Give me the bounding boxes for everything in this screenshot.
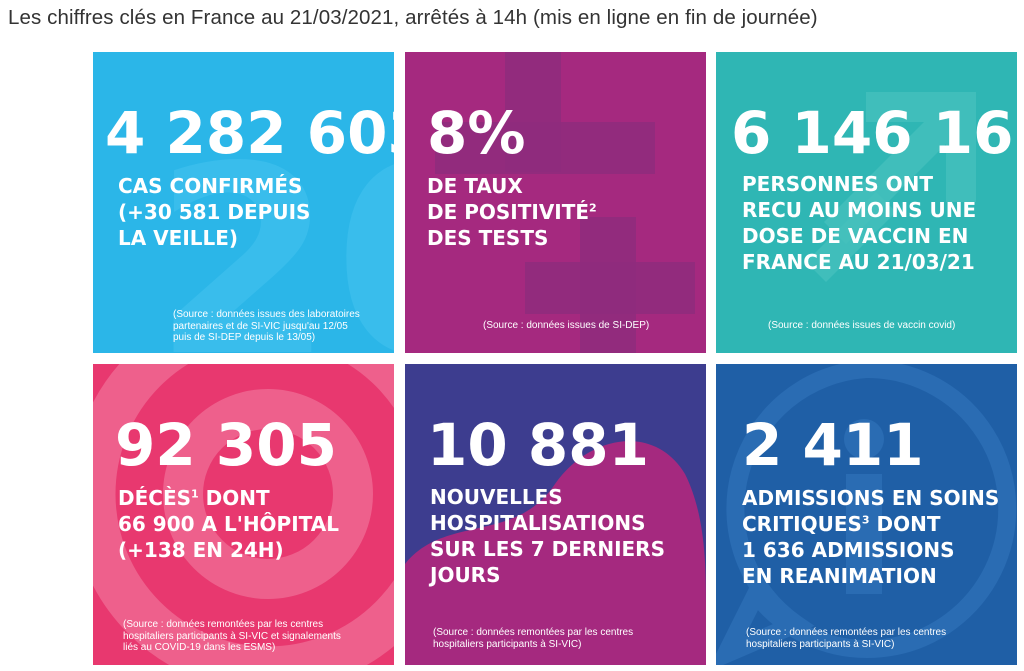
hospitalisations-value: 10 881 — [427, 411, 649, 479]
tile-critical-care: 2 411 ADMISSIONS EN SOINS CRITIQUES3 DON… — [716, 364, 1017, 665]
deaths-line-1-suffix: DONT — [198, 486, 270, 510]
critical-care-line-4: EN REANIMATION — [742, 564, 937, 588]
svg-text:20: 20 — [153, 112, 394, 353]
tile-deaths: 92 305 DÉCÈS1 DONT 66 900 A L'HÔPITAL (+… — [93, 364, 394, 665]
critical-care-line-1: ADMISSIONS EN SOINS — [742, 486, 1000, 510]
tile-vaccination: 6 146 162 PERSONNES ONT RECU AU MOINS UN… — [716, 52, 1017, 353]
positivity-line-1: DE TAUX — [427, 174, 523, 198]
positivity-rate-value: 8% — [427, 99, 526, 167]
confirmed-cases-value: 4 282 603 — [105, 99, 394, 167]
positivity-line-2-text: DE POSITIVITÉ — [427, 200, 590, 224]
vaccination-value: 6 146 162 — [731, 99, 1017, 167]
confirmed-cases-source: (Source : données issues des laboratoire… — [173, 309, 360, 343]
tile-background — [93, 364, 394, 665]
deaths-line-1-text: DÉCÈS — [118, 486, 192, 510]
critical-care-line-2-text: CRITIQUES — [742, 512, 862, 536]
footnote-2: 2 — [589, 201, 597, 215]
footnote-3: 3 — [861, 513, 870, 527]
critical-care-source: (Source : données remontées par les cent… — [746, 627, 947, 650]
positivity-rate-label: DE TAUX DE POSITIVITÉ2 DES TESTS — [427, 173, 597, 251]
critical-care-line-3: 1 636 ADMISSIONS — [742, 538, 955, 562]
tile-background — [405, 364, 706, 665]
hospitalisations-label: NOUVELLES HOSPITALISATIONS SUR LES 7 DER… — [430, 485, 665, 587]
critical-care-line-2-suffix: DONT — [869, 512, 941, 536]
deaths-line-3: (+138 EN 24H) — [118, 538, 284, 562]
positivity-line-2: DE POSITIVITÉ2 — [427, 199, 597, 225]
tile-confirmed-cases: 20 4 282 603 CAS CONFIRMÉS (+30 581 DEPU… — [93, 52, 394, 353]
deaths-value: 92 305 — [115, 411, 337, 479]
critical-care-line-2: CRITIQUES3 DONT — [742, 511, 999, 537]
deaths-label: DÉCÈS1 DONT 66 900 A L'HÔPITAL (+138 EN … — [118, 485, 339, 563]
confirmed-cases-label: CAS CONFIRMÉS (+30 581 DEPUIS LA VEILLE) — [118, 174, 311, 250]
deaths-line-2: 66 900 A L'HÔPITAL — [118, 512, 339, 536]
deaths-source: (Source : données remontées par les cent… — [123, 619, 341, 653]
tile-background — [716, 52, 1017, 353]
vaccination-source: (Source : données issues de vaccin covid… — [768, 320, 956, 331]
page-title: Les chiffres clés en France au 21/03/202… — [8, 6, 818, 29]
critical-care-value: 2 411 — [742, 411, 924, 479]
deaths-line-1: DÉCÈS1 DONT — [118, 485, 339, 511]
tile-background — [716, 364, 1017, 665]
positivity-rate-source: (Source : données issues de SI-DEP) — [483, 320, 650, 331]
tile-background: 20 — [93, 52, 394, 353]
tile-hospitalisations: 10 881 NOUVELLES HOSPITALISATIONS SUR LE… — [405, 364, 706, 665]
critical-care-label: ADMISSIONS EN SOINS CRITIQUES3 DONT 1 63… — [742, 485, 999, 589]
hospitalisations-source: (Source : données remontées par les cent… — [433, 627, 634, 650]
tile-positivity-rate: 8% DE TAUX DE POSITIVITÉ2 DES TESTS (Sou… — [405, 52, 706, 353]
footnote-1: 1 — [191, 487, 199, 501]
positivity-line-3: DES TESTS — [427, 226, 549, 250]
tile-background — [405, 52, 706, 353]
vaccination-label: PERSONNES ONT RECU AU MOINS UNE DOSE DE … — [742, 172, 977, 274]
